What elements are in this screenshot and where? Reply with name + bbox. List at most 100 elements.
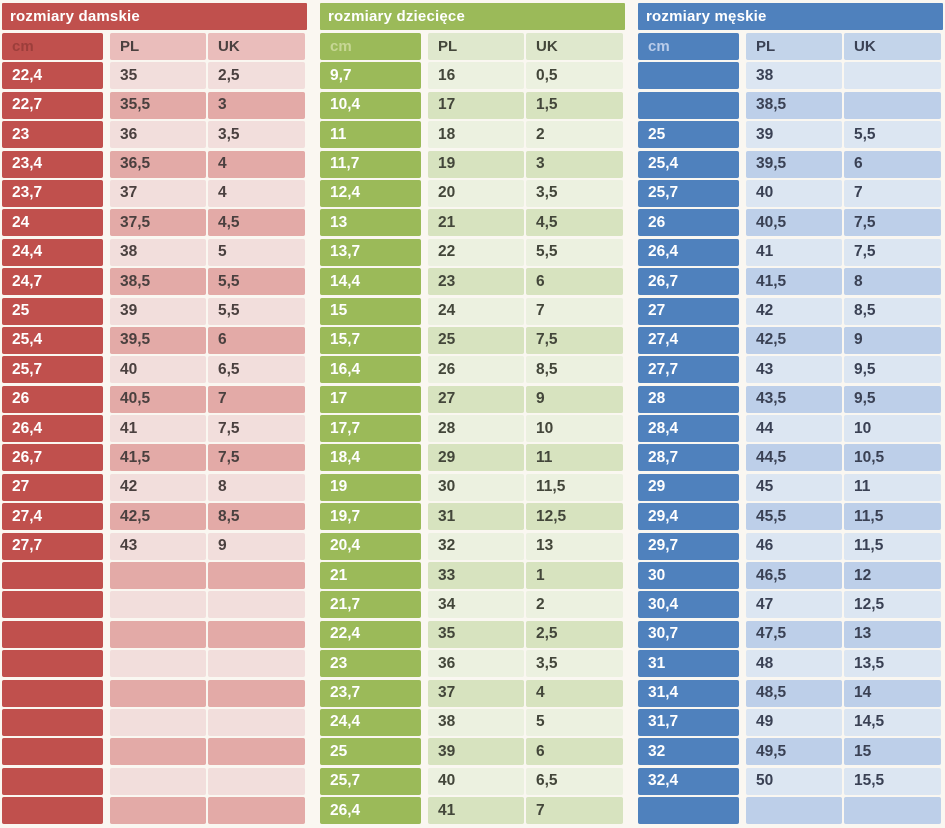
pl-value: 38: [746, 62, 842, 90]
pl-value: [746, 797, 842, 825]
cm-value: 23,7: [320, 679, 421, 707]
table-row: [2, 738, 307, 766]
uk-value: 7,5: [844, 209, 941, 237]
cm-value: 27: [638, 297, 739, 325]
cm-value: [638, 797, 739, 825]
uk-value: [208, 591, 305, 619]
pl-value: 16: [428, 62, 524, 90]
table-row: 12,4 20 3,5: [320, 179, 625, 207]
cm-value: 19,7: [320, 503, 421, 531]
womens-size-table: rozmiary damskie cm PL UK 22,4 35 2,5 22,7 35,5…: [2, 3, 307, 827]
pl-value: 43: [110, 532, 206, 560]
table-row: 10,4 17 1,5: [320, 91, 625, 119]
uk-value: 14,5: [844, 708, 941, 736]
pl-value: 40,5: [746, 209, 842, 237]
table-row: 17 27 9: [320, 385, 625, 413]
uk-value: 5,5: [208, 268, 305, 296]
table-row: 32 49,5 15: [638, 738, 943, 766]
table-row: 23 36 3,5: [320, 650, 625, 678]
table-row: 25 39 5,5: [2, 297, 307, 325]
cm-value: 11: [320, 121, 421, 149]
table-row: 27 42 8: [2, 473, 307, 501]
cm-value: 25: [320, 738, 421, 766]
table-row: 25,7 40 7: [638, 179, 943, 207]
uk-value: 9: [844, 326, 941, 354]
pl-value: 45,5: [746, 503, 842, 531]
pl-value: 42,5: [110, 503, 206, 531]
uk-value: [208, 738, 305, 766]
table-row: 22,4 35 2,5: [320, 620, 625, 648]
uk-value: [208, 620, 305, 648]
table-row: 27 42 8,5: [638, 297, 943, 325]
table-row: 26,7 41,5 7,5: [2, 444, 307, 472]
table-row: 16,4 26 8,5: [320, 356, 625, 384]
table-row: 9,7 16 0,5: [320, 62, 625, 90]
cm-value: 25: [638, 121, 739, 149]
table-row: [2, 767, 307, 795]
pl-value: 20: [428, 179, 524, 207]
pl-value: 40: [746, 179, 842, 207]
pl-value: 35,5: [110, 91, 206, 119]
column-header-cm: cm: [2, 33, 103, 60]
uk-value: [208, 767, 305, 795]
pl-value: 31: [428, 503, 524, 531]
table-row: 11,7 19 3: [320, 150, 625, 178]
uk-value: [208, 708, 305, 736]
pl-value: 41,5: [746, 268, 842, 296]
cm-value: 12,4: [320, 179, 421, 207]
pl-value: 23: [428, 268, 524, 296]
cm-value: [2, 738, 103, 766]
table-row: 27,7 43 9: [2, 532, 307, 560]
table-row: [2, 708, 307, 736]
cm-value: 24,4: [2, 238, 103, 266]
cm-value: 26,4: [638, 238, 739, 266]
uk-value: 10: [844, 415, 941, 443]
uk-value: 2: [526, 121, 623, 149]
uk-value: [844, 797, 941, 825]
uk-value: 5,5: [208, 297, 305, 325]
cm-value: 24,7: [2, 268, 103, 296]
uk-value: 10,5: [844, 444, 941, 472]
cm-value: 11,7: [320, 150, 421, 178]
column-header-pl: PL: [110, 33, 206, 60]
cm-value: 23,7: [2, 179, 103, 207]
table-row: 25,7 40 6,5: [320, 767, 625, 795]
womens-table-grid: cm PL UK 22,4 35 2,5 22,7 35,5 3 23 36 3,5 23,4 36,5 4…: [2, 33, 307, 825]
table-row: 21 33 1: [320, 562, 625, 590]
pl-value: 21: [428, 209, 524, 237]
uk-value: 2,5: [208, 62, 305, 90]
uk-value: 11,5: [526, 473, 623, 501]
pl-value: [110, 591, 206, 619]
pl-value: 41,5: [110, 444, 206, 472]
cm-value: [2, 797, 103, 825]
cm-value: 21,7: [320, 591, 421, 619]
table-row: 31 48 13,5: [638, 650, 943, 678]
uk-value: 7: [844, 179, 941, 207]
mens-table-grid: cm PL UK 38 38,5 25 39 5,5 25,4 39,5 6 25,7 40 7 26 40,…: [638, 33, 943, 825]
cm-value: 27,7: [2, 532, 103, 560]
table-row: 26,7 41,5 8: [638, 268, 943, 296]
cm-value: 27,4: [2, 503, 103, 531]
table-row: 20,4 32 13: [320, 532, 625, 560]
pl-value: 48,5: [746, 679, 842, 707]
uk-value: 2,5: [526, 620, 623, 648]
column-header-cm: cm: [638, 33, 739, 60]
cm-value: [2, 679, 103, 707]
uk-value: 3: [208, 91, 305, 119]
uk-value: 11: [526, 444, 623, 472]
uk-value: 13: [844, 620, 941, 648]
cm-value: 22,4: [320, 620, 421, 648]
uk-value: 11,5: [844, 532, 941, 560]
pl-value: 22: [428, 238, 524, 266]
column-header-uk: UK: [844, 33, 941, 60]
cm-value: 32: [638, 738, 739, 766]
uk-value: 7: [526, 797, 623, 825]
cm-value: 30: [638, 562, 739, 590]
cm-value: 23,4: [2, 150, 103, 178]
pl-value: 38,5: [746, 91, 842, 119]
uk-value: 0,5: [526, 62, 623, 90]
cm-value: 26,7: [2, 444, 103, 472]
table-row: 23,4 36,5 4: [2, 150, 307, 178]
uk-value: 11: [844, 473, 941, 501]
cm-value: [638, 91, 739, 119]
